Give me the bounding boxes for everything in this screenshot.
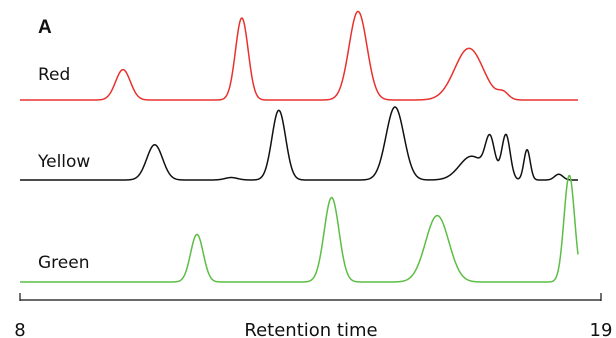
x-tick-label-end: 19 — [590, 320, 613, 338]
x-tick-label-start: 8 — [14, 320, 25, 338]
series-line-red — [19, 10, 579, 101]
panel-label: A — [38, 17, 52, 38]
series-line-yellow — [19, 106, 579, 181]
series-layer: Red Yellow Green — [19, 10, 579, 283]
x-axis: 8 19 Retention time — [14, 293, 612, 338]
x-axis-title: Retention time — [244, 320, 377, 338]
series-label-red: Red — [38, 65, 70, 85]
series-label-yellow: Yellow — [37, 152, 90, 172]
series-label-green: Green — [38, 253, 89, 273]
series-line-green — [19, 174, 579, 283]
